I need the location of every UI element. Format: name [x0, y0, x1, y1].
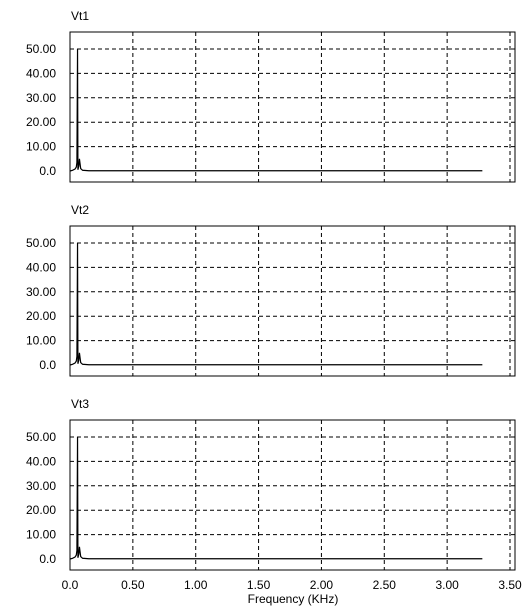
panel-2: Vt2 0.0 10.00 20.00 30.00 40.00 50.00 — [26, 203, 516, 377]
plot-frame — [69, 225, 516, 377]
y-tick-label: 50.00 — [26, 430, 56, 444]
y-tick-label: 40.00 — [26, 454, 56, 468]
y-tick-label: 20.00 — [26, 115, 56, 129]
x-tick-label: 3.00 — [435, 578, 459, 592]
x-tick-label: 3.50 — [498, 578, 522, 592]
series-line — [69, 436, 483, 560]
y-tick-label: 30.00 — [26, 285, 56, 299]
y-tick-label: 0.0 — [39, 164, 56, 178]
series-line — [69, 242, 483, 366]
y-tick-label: 10.00 — [26, 140, 56, 154]
y-tick-label: 0.0 — [39, 358, 56, 372]
y-tick-label: 50.00 — [26, 42, 56, 56]
panel-title: Vt1 — [71, 9, 89, 23]
series-line — [69, 48, 483, 172]
panel-3: Vt3 0.0 10.00 20.00 30.00 40.00 50.00 — [26, 397, 516, 571]
y-tick-label: 20.00 — [26, 309, 56, 323]
x-tick-label: 0.0 — [62, 578, 79, 592]
y-tick-label: 20.00 — [26, 503, 56, 517]
x-tick-label: 2.00 — [310, 578, 334, 592]
y-tick-label: 30.00 — [26, 91, 56, 105]
x-axis-label: Frequency (KHz) — [248, 592, 339, 606]
y-tick-label: 10.00 — [26, 528, 56, 542]
plot-frame — [69, 31, 516, 183]
x-tick-label: 0.50 — [121, 578, 145, 592]
y-tick-label: 40.00 — [26, 66, 56, 80]
y-tick-label: 0.0 — [39, 552, 56, 566]
y-tick-label: 10.00 — [26, 334, 56, 348]
y-tick-label: 50.00 — [26, 236, 56, 250]
x-tick-label: 1.00 — [184, 578, 208, 592]
panel-title: Vt2 — [71, 203, 89, 217]
y-tick-label: 30.00 — [26, 479, 56, 493]
panel-1: Vt1 0.0 10.00 20.00 30.00 40.00 50.00 — [26, 9, 516, 183]
y-tick-label: 40.00 — [26, 260, 56, 274]
panel-title: Vt3 — [71, 397, 89, 411]
plot-frame — [69, 419, 516, 571]
x-tick-label: 2.50 — [373, 578, 397, 592]
x-tick-label: 1.50 — [247, 578, 271, 592]
